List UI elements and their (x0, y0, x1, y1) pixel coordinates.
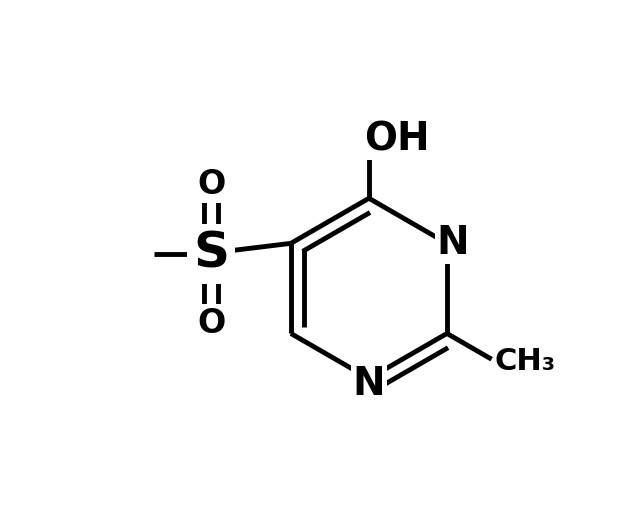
Text: CH₃: CH₃ (494, 347, 556, 376)
Text: S: S (193, 230, 229, 278)
Text: O: O (197, 306, 225, 340)
Text: O: O (197, 167, 225, 201)
Text: N: N (437, 225, 470, 262)
Text: N: N (353, 365, 385, 403)
Text: OH: OH (364, 120, 429, 158)
